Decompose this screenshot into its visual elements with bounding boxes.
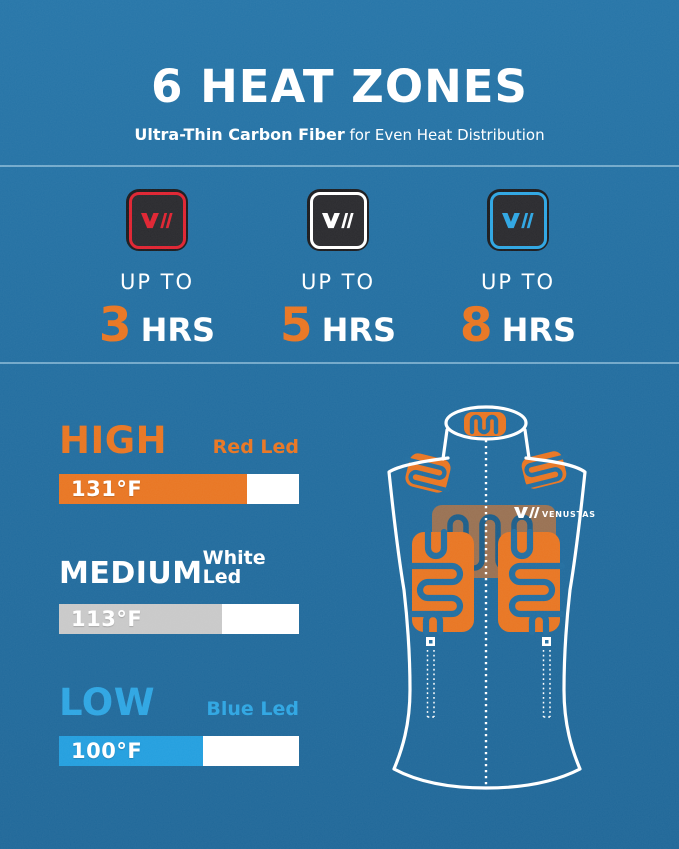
brand-name: VENUSTAS	[542, 510, 596, 519]
duration-number: 8	[459, 298, 493, 353]
divider-line	[0, 165, 679, 167]
up-to-label: UP TO	[300, 270, 376, 294]
heat-level-high: HIGH Red Led 131°F	[59, 419, 299, 504]
brand-logo: VENUSTAS	[514, 507, 596, 519]
venustas-v-logo-icon	[514, 507, 540, 518]
temperature-value: 131°F	[71, 477, 143, 501]
heat-level-header: MEDIUM White Led	[59, 549, 299, 589]
heat-level-low: LOW Blue Led 100°F	[59, 681, 299, 766]
temperature-bar-fill: 113°F	[59, 604, 223, 634]
duration: 3 HRS	[67, 302, 247, 349]
duration-unit: HRS	[140, 311, 216, 349]
badge-ring	[309, 191, 367, 249]
venustas-v-logo-icon	[501, 212, 534, 228]
vest-outline	[387, 405, 587, 790]
subtitle-regular: for Even Heat Distribution	[344, 126, 545, 144]
led-label: Red Led	[212, 436, 299, 458]
subtitle: Ultra-Thin Carbon Fiber for Even Heat Di…	[0, 125, 679, 144]
left-shoulder-heat-zone	[404, 453, 451, 493]
badge-ring	[128, 191, 186, 249]
duration-number: 5	[279, 298, 313, 353]
duration-number: 3	[98, 298, 132, 353]
temperature-bar-fill: 100°F	[59, 736, 203, 766]
level-name: LOW	[59, 681, 156, 724]
battery-badge-blue	[487, 189, 549, 251]
right-pocket-zipper	[542, 637, 551, 718]
duration: 8 HRS	[428, 302, 608, 349]
collar-heat-zone	[464, 412, 506, 436]
page-title: 6 HEAT ZONES	[151, 60, 528, 113]
heat-level-header: HIGH Red Led	[59, 419, 299, 459]
temperature-bar: 113°F	[59, 604, 299, 634]
battery-life-3hrs: UP TO 3 HRS	[67, 189, 247, 349]
heat-level-medium: MEDIUM White Led 113°F	[59, 549, 299, 634]
badge-ring	[489, 191, 547, 249]
left-chest-heat-zone	[406, 528, 474, 636]
battery-badge-red	[126, 189, 188, 251]
venustas-v-logo-icon	[140, 212, 173, 228]
divider-line	[0, 362, 679, 364]
temperature-value: 100°F	[71, 739, 143, 763]
battery-life-8hrs: UP TO 8 HRS	[428, 189, 608, 349]
led-label: White Led	[202, 547, 266, 588]
level-name: HIGH	[59, 419, 168, 462]
duration-unit: HRS	[321, 311, 397, 349]
temperature-bar: 100°F	[59, 736, 299, 766]
led-label: Blue Led	[206, 698, 299, 720]
temperature-value: 113°F	[71, 607, 143, 631]
subtitle-bold: Ultra-Thin Carbon Fiber	[134, 125, 345, 144]
temperature-bar-fill: 131°F	[59, 474, 248, 504]
right-shoulder-heat-zone	[521, 451, 568, 490]
battery-badge-white	[307, 189, 369, 251]
duration: 5 HRS	[248, 302, 428, 349]
duration-unit: HRS	[501, 311, 577, 349]
back-heat-zone	[432, 505, 556, 581]
battery-life-5hrs: UP TO 5 HRS	[248, 189, 428, 349]
temperature-bar: 131°F	[59, 474, 299, 504]
level-name: MEDIUM	[59, 556, 203, 591]
venustas-v-logo-icon	[321, 212, 354, 228]
left-pocket-zipper	[426, 637, 435, 718]
up-to-label: UP TO	[119, 270, 195, 294]
right-chest-heat-zone	[498, 528, 566, 636]
up-to-label: UP TO	[480, 270, 556, 294]
heat-level-header: LOW Blue Led	[59, 681, 299, 721]
